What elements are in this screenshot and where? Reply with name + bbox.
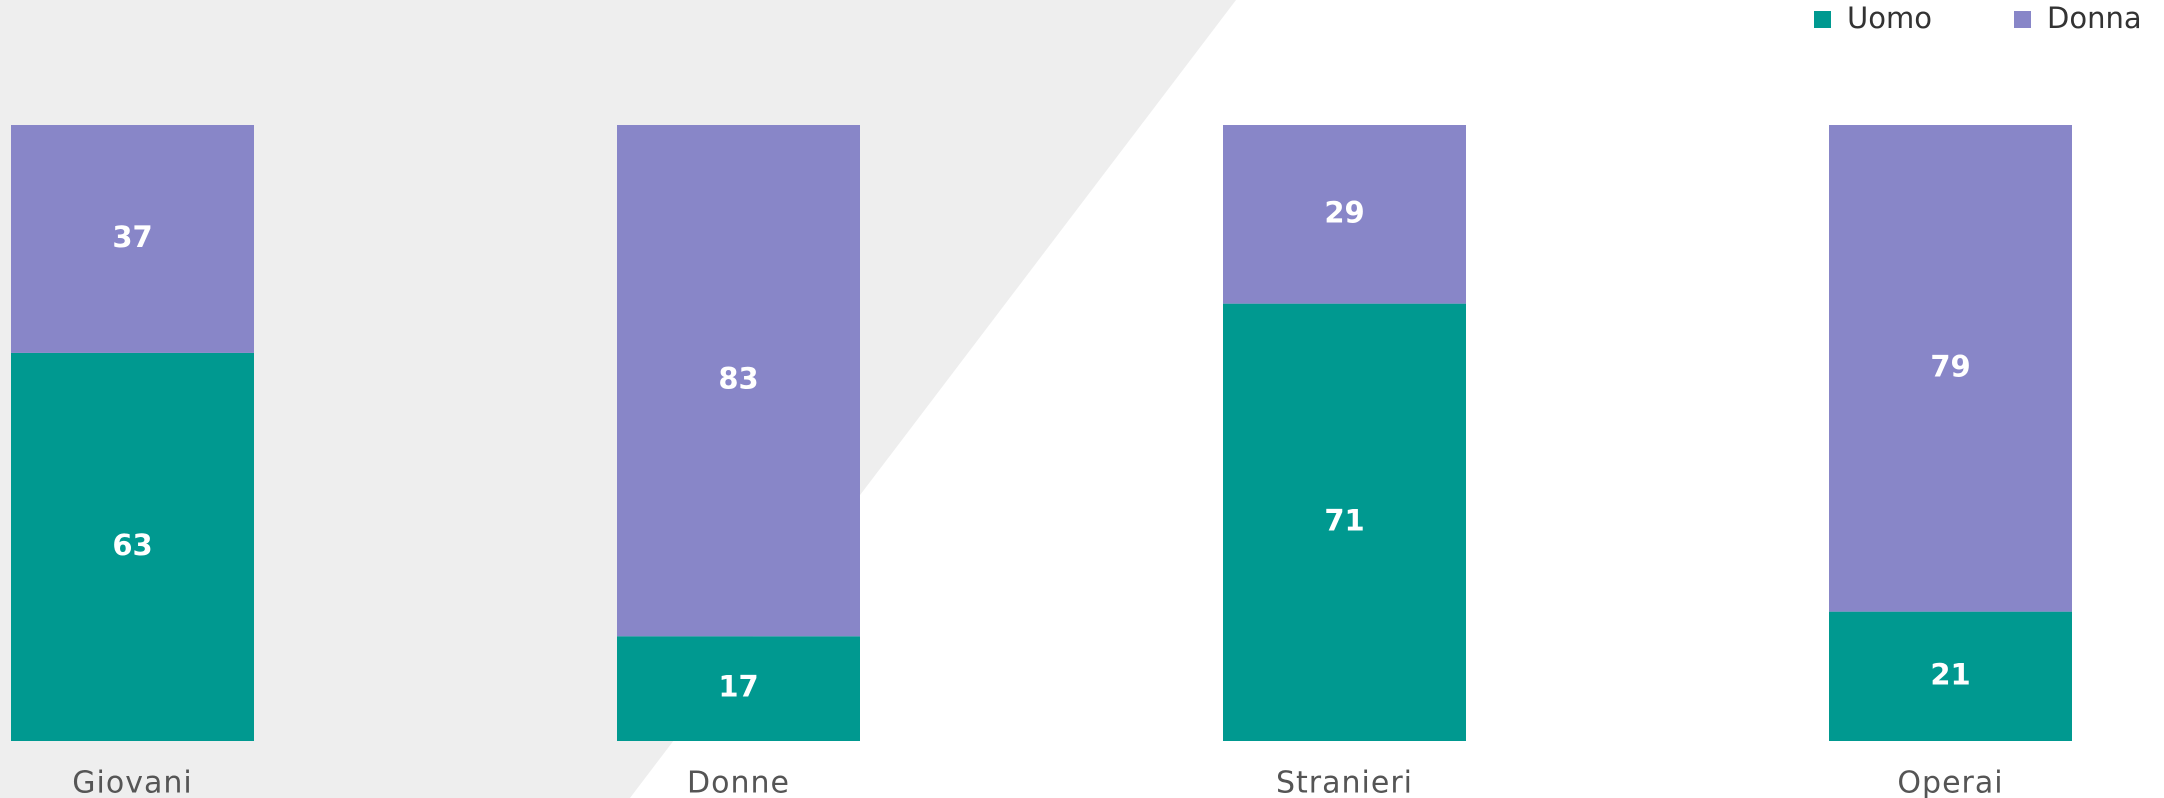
data-label: 83 (718, 362, 758, 396)
bar-segment (1829, 125, 2072, 612)
x-tick-label: Donne (687, 766, 790, 798)
bar-segment (11, 352, 254, 741)
data-label: 29 (1324, 195, 1364, 229)
bar-segment (617, 125, 860, 637)
bar-segment (11, 125, 254, 353)
x-tick-label: Stranieri (1276, 766, 1413, 798)
x-tick-label: Operai (1897, 766, 2003, 798)
data-label: 17 (718, 670, 758, 704)
data-label: 21 (1930, 657, 1970, 691)
x-tick-label: Giovani (72, 766, 192, 798)
bar-segment (1223, 303, 1466, 741)
data-label: 71 (1324, 503, 1364, 537)
data-label: 79 (1930, 349, 1970, 383)
bar-segment (1223, 125, 1466, 304)
bar-segment (617, 636, 860, 741)
legend-label: Donna (2047, 1, 2142, 35)
data-label: 37 (112, 220, 152, 254)
legend-label: Uomo (1847, 1, 1932, 35)
data-label: 63 (112, 528, 152, 562)
bar-segment (1829, 611, 2072, 741)
legend-swatch (2014, 11, 2031, 28)
legend-swatch (1814, 11, 1831, 28)
